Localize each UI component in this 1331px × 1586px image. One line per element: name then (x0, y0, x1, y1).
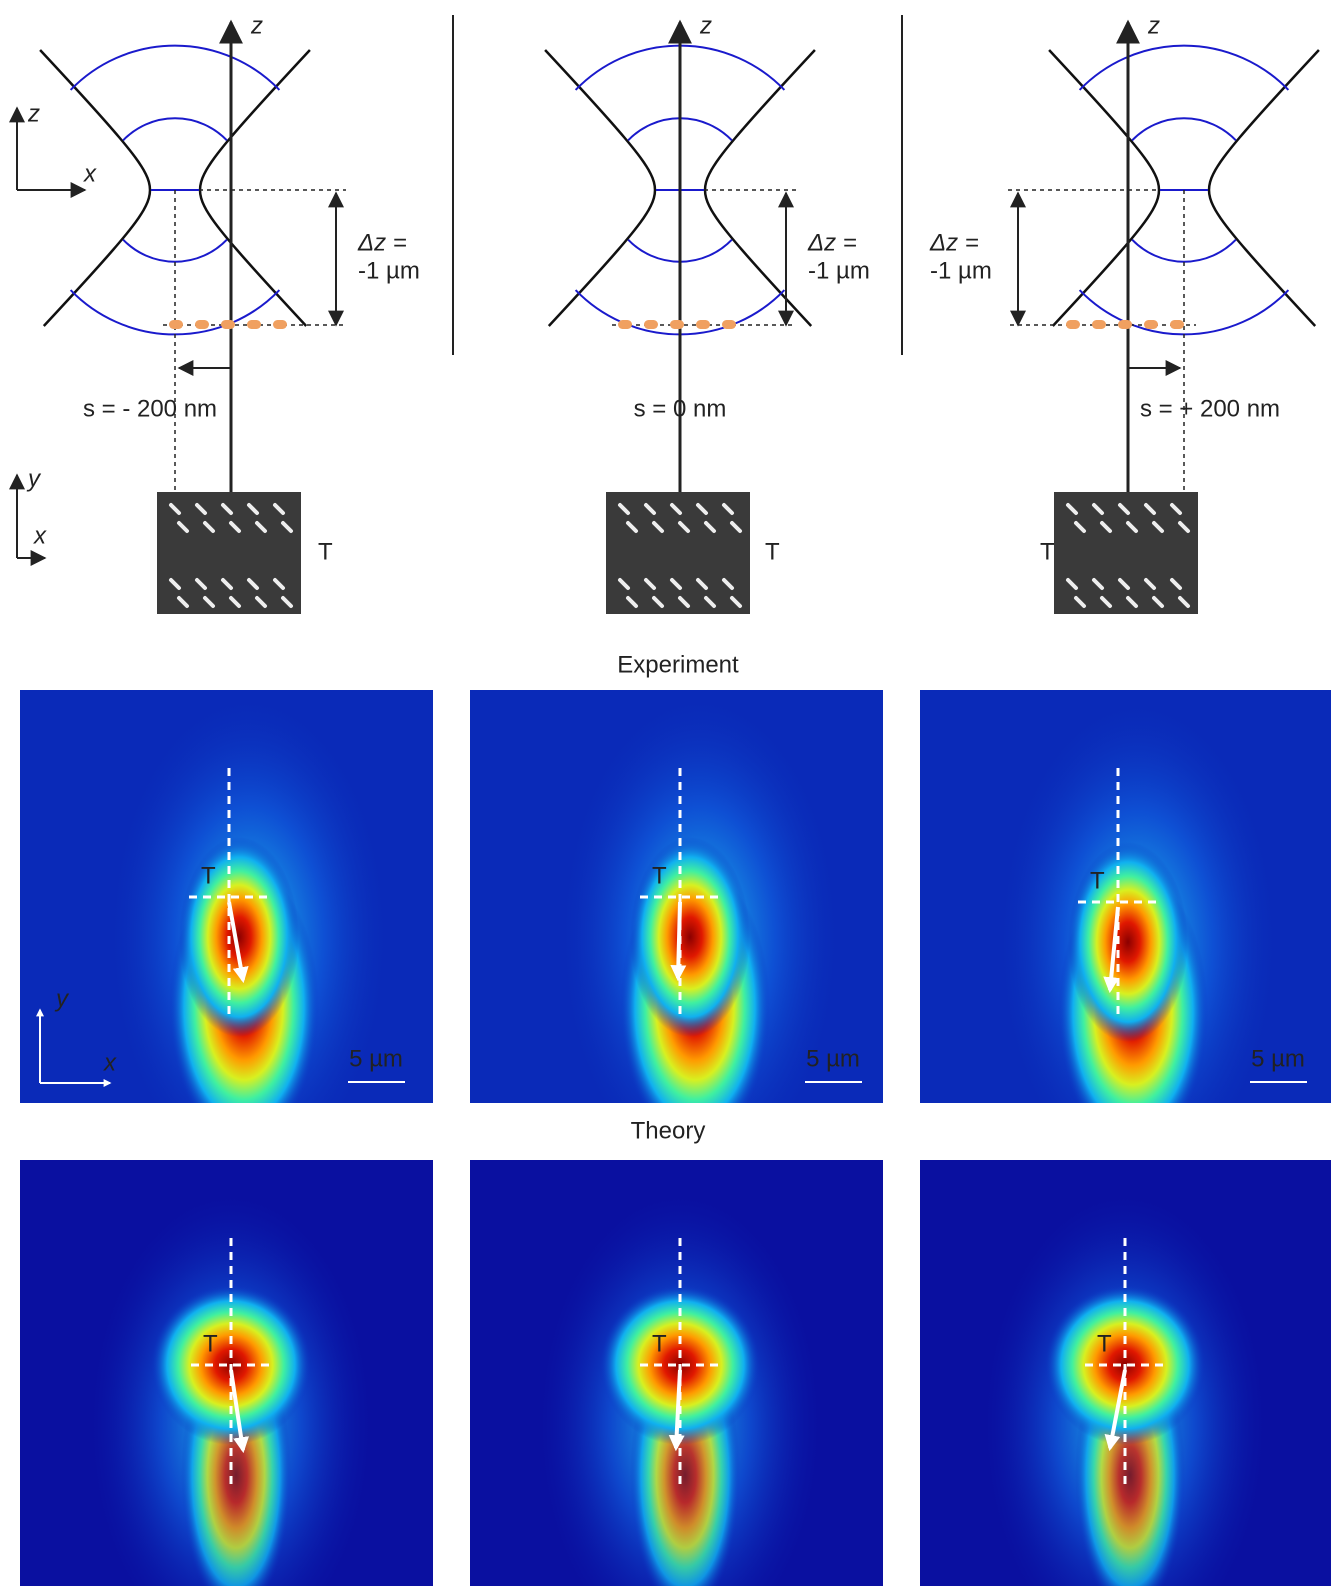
axis-label: y (26, 465, 42, 492)
wavefront (1132, 118, 1236, 140)
particle (1144, 320, 1158, 329)
heatmap-blob (630, 837, 750, 1037)
s-label: s = + 200 nm (1140, 395, 1280, 422)
tip-label: T (1097, 1330, 1112, 1357)
axis-label: x (103, 1049, 117, 1076)
beam-profile (1049, 50, 1159, 326)
beam-profile (40, 50, 150, 326)
dz-label: -1 µm (808, 257, 870, 284)
tip-label: T (652, 1330, 667, 1357)
dz-label: -1 µm (358, 257, 420, 284)
dz-label: Δz = (929, 229, 979, 256)
wavefront (71, 46, 280, 90)
dz-label: -1 µm (930, 257, 992, 284)
axis-label: z (27, 100, 40, 127)
particle (1170, 320, 1184, 329)
dz-label: Δz = (807, 229, 857, 256)
theory-panel (20, 1160, 433, 1586)
particle (722, 320, 736, 329)
tip-label: T (1040, 538, 1055, 565)
scale-label: 5 µm (1251, 1045, 1305, 1072)
particle (618, 320, 632, 329)
s-label: s = 0 nm (634, 395, 727, 422)
axis-label: z (699, 12, 712, 39)
row-title: Theory (631, 1117, 706, 1144)
wavefront (1080, 46, 1289, 90)
axis-label: y (54, 985, 70, 1012)
particle (247, 320, 261, 329)
tip-label: T (652, 862, 667, 889)
beam-profile (200, 50, 310, 326)
beam-profile (545, 50, 655, 326)
axis-label: x (33, 522, 47, 549)
particle (273, 320, 287, 329)
axis-label: z (250, 12, 263, 39)
particle (644, 320, 658, 329)
particle (169, 320, 183, 329)
row-title: Experiment (617, 651, 739, 678)
scale-label: 5 µm (806, 1045, 860, 1072)
particle (1118, 320, 1132, 329)
particle (221, 320, 235, 329)
theory-panel (470, 1160, 883, 1586)
wavefront (123, 118, 227, 140)
axis-label: z (1147, 12, 1160, 39)
particle (1066, 320, 1080, 329)
particle (195, 320, 209, 329)
beam-profile (1209, 50, 1319, 326)
tip-label: T (1090, 867, 1105, 894)
axis-label: x (83, 160, 97, 187)
figure: zxyxzΔz =-1 µms = - 200 nmTzΔz =-1 µms =… (0, 0, 1331, 1586)
heatmap-blob (179, 837, 299, 1037)
particle (1092, 320, 1106, 329)
particle (696, 320, 710, 329)
beam-profile (705, 50, 815, 326)
scale-label: 5 µm (349, 1045, 403, 1072)
tip-label: T (201, 862, 216, 889)
experiment-panel (920, 682, 1331, 1202)
wavefront (1132, 240, 1236, 262)
tip-label: T (765, 538, 780, 565)
tip-label: T (318, 538, 333, 565)
experiment-panel (20, 677, 433, 1197)
tip-label: T (203, 1330, 218, 1357)
heatmap-blob (1068, 842, 1188, 1042)
dz-label: Δz = (357, 229, 407, 256)
wavefront (123, 240, 227, 262)
particle (670, 320, 684, 329)
polarization-arrow (678, 902, 680, 978)
s-label: s = - 200 nm (83, 395, 217, 422)
